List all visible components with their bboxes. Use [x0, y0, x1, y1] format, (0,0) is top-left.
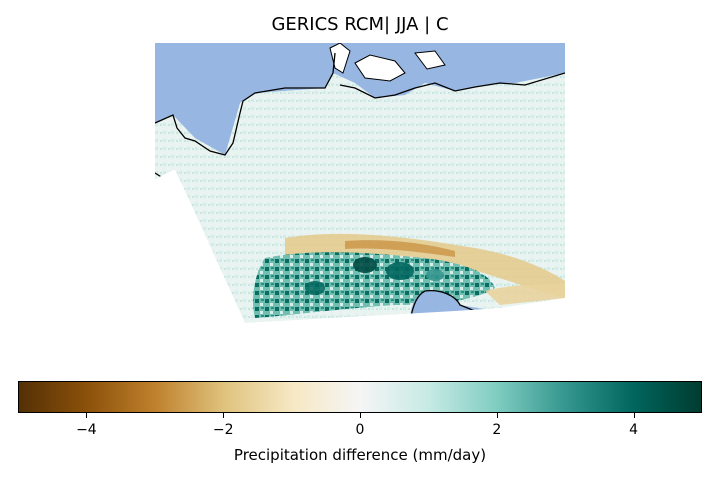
- dry-band: [285, 233, 565, 298]
- wet-cell: [305, 281, 325, 295]
- colorbar-tick-label: 2: [492, 422, 502, 438]
- colorbar-tick: [633, 413, 635, 418]
- wet-cell: [353, 257, 377, 273]
- dry-band-dark: [345, 240, 455, 257]
- colorbar-tick: [496, 413, 498, 418]
- colorbar-tick-label: 0: [355, 422, 365, 438]
- south-dry: [485, 283, 565, 305]
- precipitation-map: [155, 43, 565, 323]
- wet-cell: [426, 269, 444, 281]
- colorbar-tick: [223, 413, 225, 418]
- colorbar-tick-label: −4: [76, 422, 97, 438]
- domain-mask: [155, 169, 565, 323]
- colorbar-tick-label: 4: [629, 422, 639, 438]
- map-canvas: [155, 43, 565, 323]
- wet-cell: [386, 262, 414, 280]
- colorbar-label: Precipitation difference (mm/day): [233, 446, 487, 464]
- map-title: GERICS RCM| JJA | C: [271, 14, 449, 35]
- colorbar-tick: [86, 413, 88, 418]
- colorbar-tick: [360, 413, 361, 418]
- colorbar-tick-label: −2: [212, 422, 234, 438]
- colorbar: [18, 381, 702, 413]
- colorbar-ticks: −4 −2 0 2 4: [18, 413, 702, 441]
